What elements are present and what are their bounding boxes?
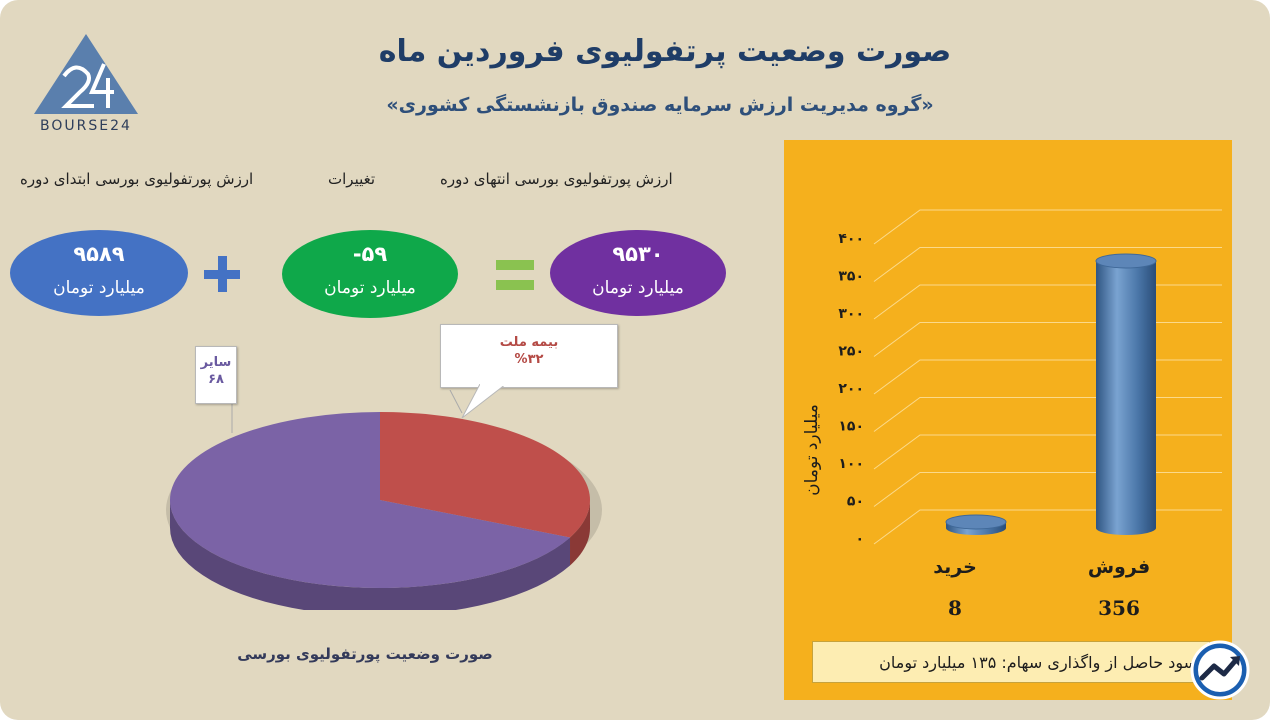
bar-cap-1 [945,514,1007,530]
bar-gridline [873,359,1222,395]
bar-cap-0 [1095,253,1157,269]
change-header: تغییرات [328,170,376,188]
start-value: ۹۵۸۹ [73,242,125,266]
bar-y-tick-label: ۴۰۰ [838,231,864,247]
pie-callout-mellat-pointer [461,384,508,419]
bar-gridline [873,509,1222,545]
bar-gridline [873,284,1222,320]
trend-arrow-icon [1190,640,1250,700]
pie-label-other: سایر ۶۸ [195,346,237,404]
bar-y-tick-label: ۳۵۰ [838,269,864,285]
bar-y-tick-label: ۳۰۰ [838,306,864,322]
pie-label-mellat-name: بیمه ملت [499,335,559,350]
end-value-ellipse: ۹۵۳۰ میلیارد تومان [550,230,726,316]
end-value: ۹۵۳۰ [612,242,664,266]
logo-mark-icon [34,34,138,114]
bar-y-tick-label: ۲۵۰ [838,344,864,360]
page-title: صورت وضعیت پرتفولیوی فروردین ماه [378,34,952,69]
bar-y-tick-label: ۰ [855,531,864,547]
start-value-header: ارزش پورتفولیوی بورسی ابتدای دوره [20,170,254,188]
bar-gridline [873,322,1222,357]
end-value-header: ارزش پورتفولیوی بورسی انتهای دوره [440,170,673,188]
pie-label-mellat-value: %۳۲ [514,352,544,367]
bar-0 [1096,261,1156,535]
bar-chart: ۰ ۵۰ ۱۰۰ ۱۵۰ ۲۰۰ ۲۵۰ ۳۰۰ ۳۵۰ ۴۰۰ [838,209,1222,547]
pie-chart-title: صورت وضعیت پورتفولیوی بورسی [237,645,493,663]
pie-label-mellat: بیمه ملت %۳۲ [440,324,618,388]
start-value-unit: میلیارد تومان [53,278,145,298]
plus-operator [204,256,240,292]
end-value-unit: میلیارد تومان [592,278,684,298]
pie-slice-1 [169,412,571,588]
equals-operator [496,258,534,292]
pie-slice-side-1 [170,499,571,610]
logo-text: BOURSE24 [40,118,132,134]
bar-gridline [873,472,1222,507]
bourse24-logo: BOURSE24 [30,30,142,138]
change-value: -۵۹ [352,242,388,266]
bar-value-label-buy: 8 [948,596,962,620]
pie-label-other-name: سایر [200,355,232,370]
change-value-unit: میلیارد تومان [324,278,416,298]
page-subtitle: «گروه مدیریت ارزش سرمایه صندوق بازنشستگی… [386,94,934,116]
bar-y-tick-label: ۲۰۰ [838,381,864,397]
bar-gridline [873,247,1222,282]
pie-label-other-value: ۶۸ [208,372,224,387]
pie-slice-0 [380,412,590,538]
bar-y-tick-label: ۱۰۰ [838,456,864,472]
bar-gridline [873,434,1222,470]
profit-note: سود حاصل از واگذاری سهام: ۱۳۵ میلیارد تو… [812,641,1210,683]
bar-y-axis-label: میلیارد تومان [802,404,822,496]
bar-value-label-sell: 356 [1098,596,1140,620]
bar-gridline [873,397,1222,432]
bar-y-tick-label: ۵۰ [847,494,864,510]
bar-category-label-buy: خرید [933,556,977,578]
bar-y-tick-label: ۱۵۰ [838,419,864,435]
change-value-ellipse: -۵۹ میلیارد تومان [282,230,458,318]
bar-category-label-sell: فروش [1087,556,1151,578]
pie-chart [166,390,602,610]
start-value-ellipse: ۹۵۸۹ میلیارد تومان [10,230,188,316]
bar-gridline [873,209,1222,245]
bar-chart-panel: ۰ ۵۰ ۱۰۰ ۱۵۰ ۲۰۰ ۲۵۰ ۳۰۰ ۳۵۰ ۴۰۰ میلیارد تومان ف… [784,140,1232,700]
pie-slice-side-0 [570,500,590,566]
